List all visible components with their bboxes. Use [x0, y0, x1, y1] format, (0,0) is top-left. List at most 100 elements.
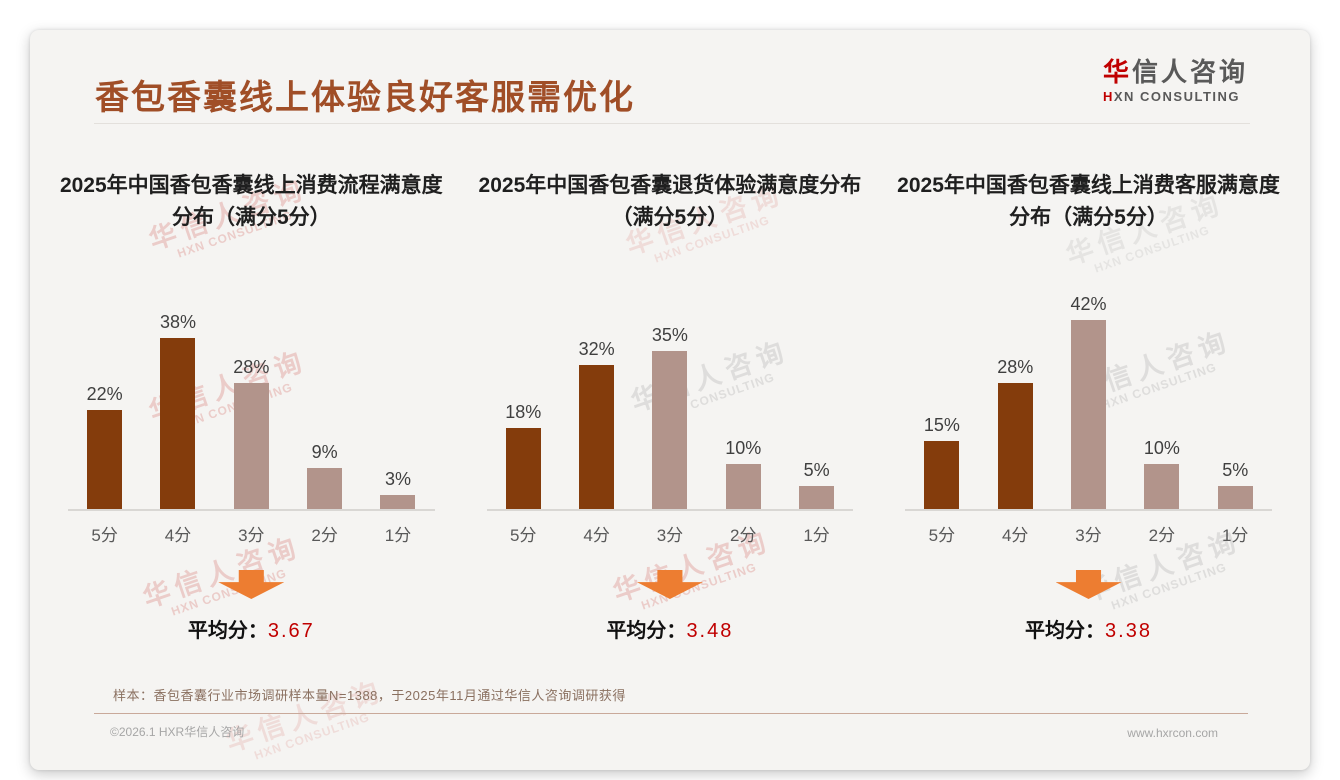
website-url[interactable]: www.hxrcon.com	[1127, 726, 1218, 740]
bar-column: 5%	[780, 460, 853, 509]
chart-title: 2025年中国香包香囊线上消费流程满意度分布（满分5分）	[59, 174, 443, 229]
bar-value-label: 10%	[725, 438, 762, 458]
chart-service-satisfaction: 2025年中国香包香囊线上消费客服满意度分布（满分5分） 15% 28% 42% 10…	[879, 170, 1298, 643]
page-title: 香包香囊线上体验良好客服需优化	[95, 79, 635, 117]
bar-value-label: 28%	[233, 357, 270, 377]
bar	[380, 495, 416, 509]
bar	[652, 351, 688, 509]
company-logo: 华信人咨询 HXN CONSULTING	[1103, 58, 1248, 104]
category-axis: 5分 4分 3分 2分 1分	[68, 511, 435, 546]
bar	[725, 464, 761, 509]
category-label: 5分	[510, 526, 537, 545]
logo-en-rest: XN CONSULTING	[1113, 88, 1241, 104]
bar	[1144, 464, 1180, 509]
bar-value-label: 5%	[803, 460, 830, 480]
chart-return-satisfaction: 2025年中国香包香囊退货体验满意度分布（满分5分） 18% 32% 35% 10% 5…	[461, 170, 880, 643]
header-divider	[94, 123, 1250, 124]
bar-column: 3%	[361, 469, 434, 509]
average-label: 平均分：	[606, 620, 687, 642]
arrow-wrap	[475, 570, 866, 599]
bars-area: 15% 28% 42% 10% 5%	[905, 274, 1272, 511]
arrow-wrap	[893, 570, 1284, 599]
bar	[579, 365, 615, 509]
bar-column: 28%	[979, 357, 1052, 509]
bars-area: 22% 38% 28% 9% 3%	[68, 274, 435, 511]
category-label: 4分	[583, 526, 610, 545]
bar-value-label: 42%	[1070, 294, 1107, 314]
category-label: 1分	[1221, 526, 1249, 545]
bar-value-label: 15%	[923, 415, 960, 435]
bar-plot: 18% 32% 35% 10% 5% 5分 4分 3分 2分 1分	[475, 274, 866, 546]
bar-column: 9%	[288, 442, 361, 509]
bar-column: 28%	[215, 357, 288, 509]
chart-process-satisfaction: 2025年中国香包香囊线上消费流程满意度分布（满分5分） 22% 38% 28% 9%…	[42, 170, 461, 643]
bar-plot: 22% 38% 28% 9% 3% 5分 4分 3分 2分 1分	[56, 274, 447, 546]
bar-column: 15%	[905, 415, 978, 509]
bar	[1217, 486, 1253, 509]
category-label: 2分	[1148, 526, 1176, 545]
bar	[307, 468, 343, 509]
bar-value-label: 22%	[86, 384, 123, 404]
average-score-row: 平均分：3.67	[56, 614, 447, 643]
logo-english-name: HXN CONSULTING	[1103, 89, 1248, 104]
bar-column: 38%	[141, 312, 214, 509]
bar-value-label: 18%	[505, 402, 542, 422]
average-score-row: 平均分：3.38	[893, 614, 1284, 643]
category-label: 2分	[311, 526, 338, 545]
logo-chinese-name: 华信人咨询	[1103, 58, 1248, 87]
bar	[87, 410, 123, 509]
logo-accent-char: 华	[1102, 57, 1132, 87]
bar-value-label: 10%	[1143, 438, 1180, 458]
category-label: 4分	[164, 526, 192, 545]
bar	[997, 383, 1033, 509]
bar-value-label: 9%	[311, 442, 338, 462]
bar	[160, 338, 196, 509]
category-label: 5分	[928, 526, 956, 545]
average-value: 3.38	[1105, 620, 1152, 642]
category-label: 4分	[1001, 526, 1029, 545]
category-axis: 5分 4分 3分 2分 1分	[905, 511, 1272, 546]
average-value: 3.67	[267, 620, 315, 642]
bar	[799, 486, 835, 509]
down-arrow-icon	[218, 570, 285, 599]
bar-column: 5%	[1199, 460, 1272, 509]
bar-value-label: 35%	[651, 325, 688, 345]
bar-column: 32%	[560, 339, 633, 509]
bar-column: 18%	[487, 402, 560, 509]
category-axis: 5分 4分 3分 2分 1分	[487, 511, 854, 546]
copyright-text: ©2026.1 HXR华信人咨询	[110, 725, 245, 739]
bar-column: 22%	[68, 384, 141, 509]
bar-column: 10%	[1125, 438, 1198, 509]
header: 香包香囊线上体验良好客服需优化 华信人咨询 HXN CONSULTING	[30, 30, 1310, 123]
chart-title: 2025年中国香包香囊退货体验满意度分布（满分5分）	[478, 174, 862, 229]
charts-row: 2025年中国香包香囊线上消费流程满意度分布（满分5分） 22% 38% 28% 9%…	[30, 170, 1310, 643]
category-label: 3分	[238, 526, 265, 545]
footer-divider	[94, 713, 1248, 714]
logo-en-accent: H	[1102, 88, 1114, 104]
average-score-row: 平均分：3.48	[475, 614, 866, 643]
bar-value-label: 32%	[578, 339, 615, 359]
category-label: 1分	[384, 526, 412, 545]
slide-card: 华信人咨询 HXN CONSULTING 华信人咨询 HXN CONSULTIN…	[30, 30, 1310, 770]
bar	[1071, 320, 1107, 509]
category-label: 1分	[803, 526, 830, 545]
sample-footnote: 样本：香包香囊行业市场调研样本量N=1388，于2025年11月通过华信人咨询调…	[113, 688, 626, 703]
bars-area: 18% 32% 35% 10% 5%	[486, 274, 854, 511]
bar-value-label: 3%	[384, 469, 411, 489]
logo-rest-chars: 信人咨询	[1131, 57, 1248, 87]
bar-value-label: 38%	[159, 312, 196, 332]
bar	[924, 441, 960, 509]
category-label: 2分	[730, 526, 757, 545]
bar-plot: 15% 28% 42% 10% 5% 5分 4分 3分 2分 1分	[893, 274, 1284, 546]
category-label: 3分	[1075, 526, 1102, 545]
category-label: 3分	[656, 526, 684, 545]
bar	[233, 383, 269, 509]
bar-value-label: 5%	[1222, 460, 1249, 480]
bar-column: 42%	[1052, 294, 1125, 509]
bar	[505, 428, 541, 509]
average-label: 平均分：	[187, 620, 268, 642]
arrow-wrap	[56, 570, 447, 599]
chart-title: 2025年中国香包香囊线上消费客服满意度分布（满分5分）	[897, 174, 1280, 229]
down-arrow-icon	[636, 570, 703, 599]
average-value: 3.48	[686, 620, 734, 642]
